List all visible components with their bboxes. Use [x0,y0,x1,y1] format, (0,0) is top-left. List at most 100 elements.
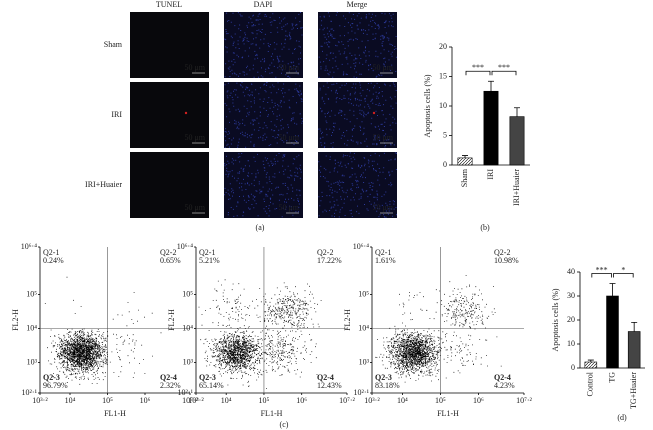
tunel-signal [372,111,376,115]
x-tick-label: 10⁶ [296,396,307,405]
significance-bracket [613,273,634,278]
y-tick-label: 10 [439,101,447,110]
quadrant-name: Q2-1 [43,248,59,257]
scale-bar-label: 50 μm [278,203,299,212]
quadrant-name: Q2-4 [494,373,511,382]
scale-bar-label: 50 μm [372,133,393,142]
y-tick-label: 0 [571,363,575,372]
error-bar [587,359,594,362]
x-tick-label: 10⁴ [65,396,76,405]
y-axis-label: Apoptosis cells (%) [423,74,432,137]
x-tick-label: 10⁵ [435,396,446,405]
event-cloud [441,275,496,329]
scale-bar-label: 50 μm [184,203,205,212]
column-header: Merge [347,0,368,9]
tunel-signal [184,111,188,115]
panel-label: (a) [256,223,265,232]
x-tick-label: 10⁵ [102,396,113,405]
micrograph [130,12,209,78]
y-tick-label: 10³ [183,357,194,366]
scale-bar-label: 50 μm [278,133,299,142]
y-tick-label: 10⁵ [182,289,193,298]
significance-bracket [591,273,612,278]
quadrant-percent: 2.32% [160,381,181,390]
x-axis-label: FL1-H [261,409,283,418]
row-label: IRI+Huaier [85,180,122,189]
x-tick-label: 10⁷·² [339,396,355,405]
row-label: Sham [104,40,123,49]
quadrant-name: Q2-4 [317,373,334,382]
y-tick-label: 10⁵ [358,289,369,298]
y-tick-label: 20 [567,315,575,324]
quadrant-percent: 65.14% [199,381,224,390]
scale-bar-label: 50 μm [372,203,393,212]
quadrant-name: Q2-1 [199,248,215,257]
x-tick-label: Sham [460,168,469,187]
bar [606,295,619,369]
quadrant-percent: 0.65% [160,256,181,265]
bar [483,90,499,166]
scale-bar-label: 50 μm [372,63,393,72]
x-tick-label: Control [586,371,595,396]
quadrant-percent: 83.18% [375,381,400,390]
quadrant-percent: 10.98% [494,256,519,265]
column-header: DAPI [254,0,273,9]
y-tick-label: 10²·¹ [354,388,370,397]
y-tick-label: 30 [567,291,575,300]
x-tick-label: 10⁶ [140,396,151,405]
quadrant-name: Q2-1 [375,248,391,257]
nuclei-stain [318,152,397,218]
x-tick-label: 10⁷·² [182,396,198,405]
error-bar [488,80,494,92]
micrograph [224,82,303,148]
quadrant-name: Q2-4 [160,373,177,382]
quadrant-percent: 0.24% [43,256,64,265]
y-tick-label: 10⁶·⁴ [353,242,369,251]
y-axis-label: FL2-H [343,309,352,331]
event-cloud [112,292,153,327]
micrograph [130,152,209,218]
axis-line [371,247,524,394]
event-cloud [109,332,162,378]
x-tick-label: IRI+Huaier [512,169,521,206]
x-axis-label: FL1-H [104,409,126,418]
bar [457,157,473,166]
x-tick-label: 10³·² [364,396,380,405]
panel-label: (d) [617,413,627,422]
y-tick-label: 10²·¹ [22,388,38,397]
y-axis-label: FL2-H [167,309,176,331]
y-tick-label: 10²·¹ [178,388,194,397]
significance-bracket [491,70,517,76]
x-tick-label: 10⁷·² [516,396,532,405]
error-bar [609,283,616,296]
significance-bracket [465,70,491,76]
event-cloud [44,276,82,314]
error-bar [631,322,638,332]
column-header: TUNEL [156,0,182,9]
significance-label: *** [498,63,510,72]
y-axis-label: Apoptosis cells (%) [551,288,560,351]
y-tick-label: 10 [567,339,575,348]
error-bar [462,155,468,158]
y-tick-label: 10⁶·⁴ [177,242,193,251]
x-tick-label: 10³·² [32,396,48,405]
event-cloud [264,329,318,389]
panel-label: (b) [480,223,490,232]
micrograph [318,12,397,78]
x-tick-label: IRI [486,169,495,180]
y-axis-label: FL2-H [11,309,20,331]
micrograph [130,82,209,148]
x-tick-label: 10⁶ [473,396,484,405]
event-cloud [441,328,502,379]
y-tick-label: 10⁵ [26,289,37,298]
y-tick-label: 0 [443,160,447,169]
quadrant-name: Q2-2 [160,248,176,257]
event-cloud [47,328,109,385]
quadrant-name: Q2-2 [494,248,510,257]
quadrant-percent: 1.61% [375,256,396,265]
quadrant-name: Q2-2 [317,248,333,257]
y-tick-label: 20 [439,42,447,51]
quadrant-name: Q2-3 [43,373,60,382]
y-tick-label: 5 [443,130,447,139]
y-tick-label: 10⁴ [358,323,369,332]
